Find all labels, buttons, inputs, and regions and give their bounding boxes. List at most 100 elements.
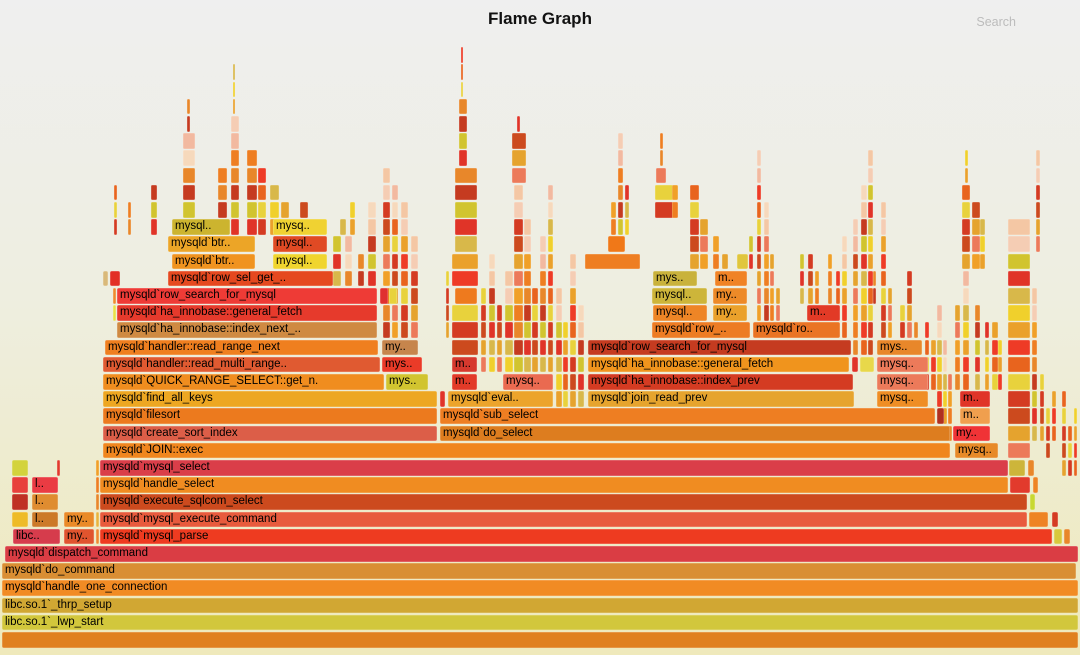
- flame-sliver[interactable]: [532, 356, 538, 373]
- flame-sliver[interactable]: [861, 253, 867, 270]
- flame-frame[interactable]: mysqld`filesort: [103, 408, 437, 424]
- flame-sliver[interactable]: [481, 288, 486, 304]
- flame-sliver[interactable]: [611, 202, 616, 218]
- flame-sliver[interactable]: [1032, 356, 1037, 373]
- flame-sliver[interactable]: [345, 236, 352, 252]
- flame-sliver[interactable]: [548, 322, 553, 338]
- flame-frame[interactable]: mysql..: [273, 236, 327, 252]
- flame-sliver[interactable]: [943, 374, 947, 390]
- flame-sliver[interactable]: [1052, 425, 1056, 442]
- flame-frame[interactable]: m..: [960, 408, 990, 424]
- flame-sliver[interactable]: [218, 167, 227, 184]
- flame-sliver[interactable]: [333, 236, 341, 252]
- flame-sliver[interactable]: [489, 322, 495, 338]
- flame-sliver[interactable]: [1008, 219, 1030, 235]
- flame-frame[interactable]: mys..: [386, 374, 428, 390]
- flame-sliver[interactable]: [881, 236, 886, 252]
- flame-frame[interactable]: mysqld`sub_select: [440, 408, 935, 424]
- flame-sliver[interactable]: [764, 202, 769, 218]
- flame-sliver[interactable]: [842, 270, 847, 287]
- flame-sliver[interactable]: [1032, 425, 1037, 442]
- flame-sliver[interactable]: [700, 219, 708, 235]
- flame-sliver[interactable]: [556, 288, 562, 304]
- flame-frame[interactable]: mysq..: [877, 356, 928, 373]
- flame-sliver[interactable]: [350, 219, 355, 235]
- flame-sliver[interactable]: [151, 202, 157, 218]
- flame-sliver[interactable]: [625, 184, 629, 201]
- flame-sliver[interactable]: [713, 253, 719, 270]
- flame-sliver[interactable]: [455, 219, 477, 235]
- flame-sliver[interactable]: [955, 322, 960, 338]
- flame-sliver[interactable]: [540, 236, 546, 252]
- flame-sliver[interactable]: [383, 202, 390, 218]
- flame-sliver[interactable]: [548, 236, 553, 252]
- flame-sliver[interactable]: [497, 305, 502, 321]
- flame-sliver[interactable]: [578, 356, 584, 373]
- flame-sliver[interactable]: [1074, 408, 1077, 424]
- flame-sliver[interactable]: [392, 219, 398, 235]
- flame-sliver[interactable]: [868, 167, 873, 184]
- flame-frame[interactable]: mysql..: [652, 288, 707, 304]
- flame-sliver[interactable]: [861, 184, 867, 201]
- flame-sliver[interactable]: [258, 167, 266, 184]
- flame-sliver[interactable]: [980, 236, 985, 252]
- flame-sliver[interactable]: [345, 270, 352, 287]
- flame-sliver[interactable]: [333, 270, 341, 287]
- flame-sliver[interactable]: [1008, 356, 1030, 373]
- flame-frame[interactable]: mysql..: [273, 253, 327, 270]
- flame-sliver[interactable]: [962, 184, 970, 201]
- flame-sliver[interactable]: [985, 322, 989, 338]
- flame-frame[interactable]: mysqld`row_search_for_mysql: [117, 288, 377, 304]
- flame-sliver[interactable]: [943, 339, 947, 356]
- flame-sliver[interactable]: [497, 356, 502, 373]
- flame-sliver[interactable]: [972, 236, 980, 252]
- flame-frame-unlabeled[interactable]: [2, 632, 1078, 648]
- flame-sliver[interactable]: [532, 339, 538, 356]
- flame-frame[interactable]: mysqld`mysql_parse: [100, 528, 1052, 545]
- flame-frame-unlabeled[interactable]: [1029, 511, 1048, 528]
- flame-sliver[interactable]: [931, 374, 936, 390]
- flame-frame[interactable]: mysqld`btr..: [168, 236, 255, 252]
- flame-sliver[interactable]: [1008, 253, 1030, 270]
- flame-sliver[interactable]: [505, 270, 513, 287]
- flame-sliver[interactable]: [985, 339, 989, 356]
- flame-frame[interactable]: my..: [64, 511, 94, 528]
- flame-sliver[interactable]: [770, 253, 774, 270]
- flame-sliver[interactable]: [842, 288, 847, 304]
- flame-sliver[interactable]: [868, 219, 873, 235]
- flame-sliver[interactable]: [524, 236, 531, 252]
- flame-sliver[interactable]: [1046, 442, 1050, 459]
- flame-sliver[interactable]: [1032, 391, 1037, 407]
- flame-sliver[interactable]: [383, 219, 390, 235]
- flame-sliver[interactable]: [842, 253, 847, 270]
- flame-sliver[interactable]: [700, 236, 708, 252]
- flame-sliver[interactable]: [392, 202, 398, 218]
- flame-sliver[interactable]: [1040, 425, 1044, 442]
- flame-sliver[interactable]: [340, 219, 346, 235]
- flame-frame[interactable]: mysqld`join_read_prev: [588, 391, 854, 407]
- flame-sliver[interactable]: [233, 64, 235, 80]
- flame-sliver[interactable]: [358, 270, 364, 287]
- flame-sliver[interactable]: [570, 288, 576, 304]
- flame-sliver[interactable]: [690, 219, 699, 235]
- flame-sliver[interactable]: [114, 202, 117, 218]
- flame-frame[interactable]: m..: [452, 374, 477, 390]
- flame-sliver[interactable]: [514, 288, 523, 304]
- flame-frame-unlabeled[interactable]: [737, 253, 748, 270]
- flame-sliver[interactable]: [992, 339, 998, 356]
- flame-sliver[interactable]: [231, 150, 239, 166]
- flame-sliver[interactable]: [368, 202, 376, 218]
- flame-sliver[interactable]: [392, 184, 398, 201]
- flame-sliver[interactable]: [540, 322, 546, 338]
- flame-sliver[interactable]: [757, 288, 761, 304]
- flame-sliver[interactable]: [183, 167, 195, 184]
- flame-sliver[interactable]: [757, 305, 761, 321]
- flame-sliver[interactable]: [963, 270, 969, 287]
- flame-sliver[interactable]: [655, 202, 673, 218]
- flame-sliver[interactable]: [481, 339, 486, 356]
- flame-sliver[interactable]: [505, 356, 513, 373]
- flame-frame[interactable]: mysqld`find_all_keys: [103, 391, 437, 407]
- flame-sliver[interactable]: [962, 202, 970, 218]
- flame-sliver[interactable]: [446, 270, 449, 287]
- flame-sliver[interactable]: [1062, 425, 1066, 442]
